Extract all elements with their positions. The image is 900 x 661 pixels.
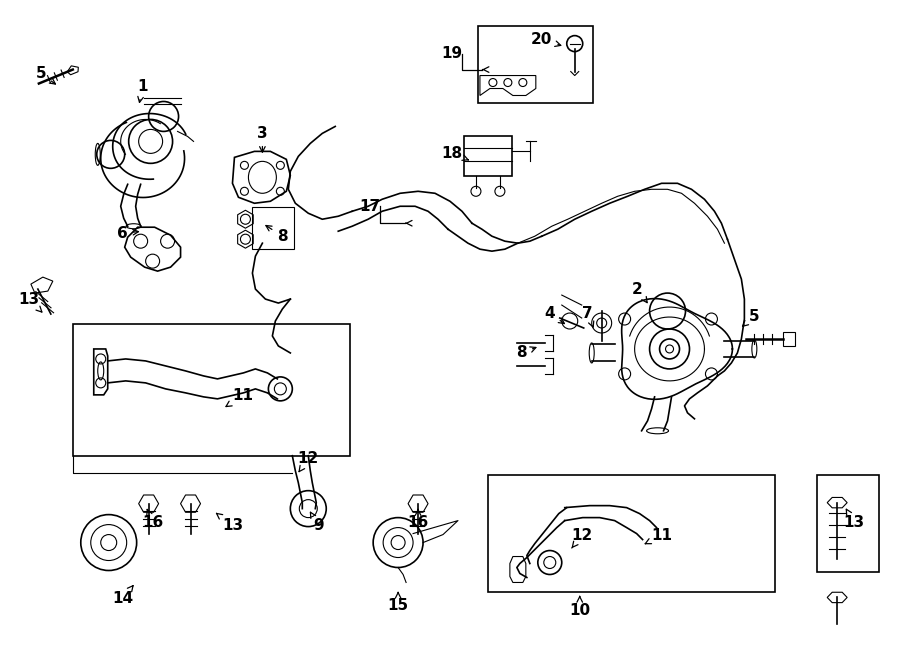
Text: 15: 15 [388,592,409,613]
Bar [817,475,879,572]
Text: 17: 17 [359,199,380,214]
Text: 11: 11 [226,389,253,407]
Text: 1: 1 [138,79,148,102]
Bar [488,475,775,592]
Text: 11: 11 [645,528,672,544]
Text: 2: 2 [632,282,647,303]
Bar [252,208,294,249]
Text: 7: 7 [582,305,594,327]
Text: 13: 13 [843,509,865,530]
Text: 6: 6 [117,225,139,241]
Text: 9: 9 [310,512,324,533]
Text: 20: 20 [531,32,561,47]
Text: 4: 4 [544,305,564,324]
Text: 12: 12 [298,451,319,472]
Text: 18: 18 [441,146,468,161]
Bar [73,324,350,455]
Text: 12: 12 [572,528,592,548]
Text: 16: 16 [408,510,428,530]
Text: 16: 16 [142,509,163,530]
Text: 10: 10 [569,596,590,618]
Text: 14: 14 [112,586,133,606]
Text: 5: 5 [35,66,56,84]
Bar [478,26,593,104]
Text: 8: 8 [266,225,288,244]
Text: 5: 5 [742,309,760,327]
Bar [783,332,796,346]
Text: 13: 13 [18,292,42,312]
Bar [464,136,512,176]
Text: 8: 8 [517,346,535,360]
Text: 3: 3 [257,126,267,152]
Text: 13: 13 [217,514,243,533]
Text: 19: 19 [441,46,462,61]
